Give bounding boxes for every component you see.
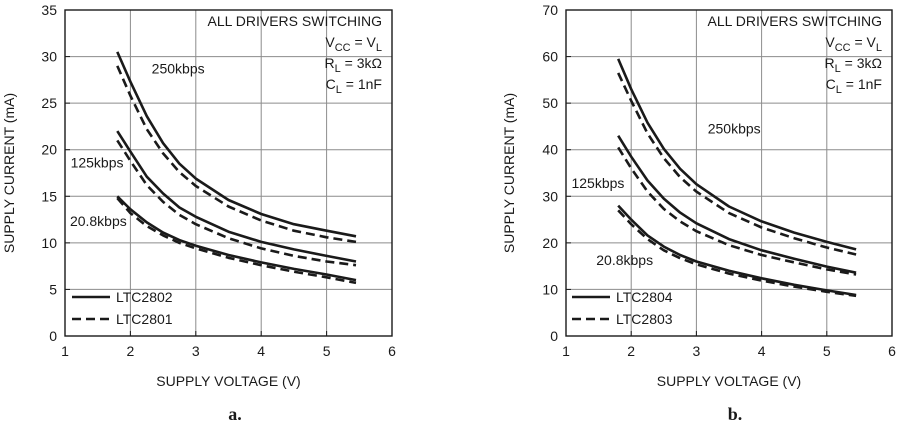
y-tick-label: 0 <box>49 328 57 344</box>
conditions-line: ALL DRIVERS SWITCHING <box>707 13 882 29</box>
conditions-text: = 1nF <box>842 76 882 92</box>
x-tick-label: 2 <box>627 343 635 359</box>
x-tick-label: 3 <box>693 343 701 359</box>
y-tick-label: 5 <box>49 281 57 297</box>
series-line-125kbps-solid <box>116 130 357 263</box>
series-line-208kbps-dashed <box>116 197 357 285</box>
y-tick-label: 0 <box>550 328 558 344</box>
series-line-208kbps-solid <box>116 195 357 282</box>
x-tick-label: 1 <box>61 343 69 359</box>
conditions-text: V <box>825 34 835 50</box>
x-tick-label: 5 <box>823 343 831 359</box>
conditions-line: VCC = VL <box>825 34 882 54</box>
y-tick-label: 35 <box>41 2 57 18</box>
subscript: L <box>836 84 842 96</box>
curve-label: 20.8kbps <box>596 252 653 268</box>
panel-caption: b. <box>728 404 743 424</box>
conditions-text: = V <box>351 34 377 50</box>
y-tick-label: 40 <box>542 142 558 158</box>
conditions-text: C <box>826 76 836 92</box>
y-tick-label: 15 <box>41 188 57 204</box>
y-tick-label: 10 <box>542 281 558 297</box>
conditions-text: R <box>825 55 835 71</box>
y-tick-label: 60 <box>542 49 558 65</box>
conditions-line: RL = 3kΩ <box>825 55 882 75</box>
series-line-125kbps-solid <box>617 135 857 274</box>
y-tick-label: 10 <box>41 235 57 251</box>
conditions-text: C <box>326 76 336 92</box>
conditions-line: RL = 3kΩ <box>325 55 382 75</box>
series-line-250kbps-solid <box>116 51 357 238</box>
y-tick-label: 30 <box>41 49 57 65</box>
series-line-125kbps-dashed <box>116 139 357 267</box>
chart-panel: 1 2 3 4 5 6 0 5 10 15 20 25 30 35 SUPPLY VOLTAGE (V) SU… <box>1 2 396 424</box>
y-axis-title: SUPPLY CURRENT (mA) <box>1 93 17 253</box>
series-line-125kbps-dashed <box>617 146 857 276</box>
y-axis-title: SUPPLY CURRENT (mA) <box>501 93 517 253</box>
x-tick-label: 5 <box>323 343 331 359</box>
subscript: CC <box>835 42 851 54</box>
legend-label: LTC2804 <box>616 289 673 305</box>
conditions-line: CL = 1nF <box>326 76 382 96</box>
y-tick-label: 20 <box>542 235 558 251</box>
conditions-text: ALL DRIVERS SWITCHING <box>207 13 382 29</box>
x-axis-title: SUPPLY VOLTAGE (V) <box>657 373 801 389</box>
series-line-208kbps-dashed <box>617 209 857 298</box>
legend-label: LTC2802 <box>116 289 173 305</box>
legend-label: LTC2801 <box>116 311 173 327</box>
x-tick-label: 2 <box>127 343 135 359</box>
x-tick-label: 6 <box>388 343 396 359</box>
curve-label: 125kbps <box>571 175 624 191</box>
curve-label: 125kbps <box>71 154 124 170</box>
curve-label: 250kbps <box>708 120 761 136</box>
y-tick-label: 30 <box>542 188 558 204</box>
x-tick-label: 3 <box>192 343 200 359</box>
conditions-text: = 1nF <box>342 76 382 92</box>
x-tick-label: 4 <box>758 343 766 359</box>
y-tick-label: 25 <box>41 95 57 111</box>
conditions-line: VCC = VL <box>325 34 382 54</box>
plot-frame <box>64 9 393 337</box>
conditions-text: = V <box>851 34 877 50</box>
conditions-line: CL = 1nF <box>826 76 882 96</box>
series-line-250kbps-dashed <box>617 72 857 256</box>
series-line-250kbps-dashed <box>116 65 357 244</box>
x-axis-title: SUPPLY VOLTAGE (V) <box>156 373 300 389</box>
curve-label: 20.8kbps <box>70 213 127 229</box>
conditions-text: R <box>325 55 335 71</box>
conditions-text: V <box>325 34 335 50</box>
subscript: L <box>876 42 882 54</box>
conditions-line: ALL DRIVERS SWITCHING <box>207 13 382 29</box>
plot-frame <box>565 9 893 337</box>
subscript: L <box>376 42 382 54</box>
conditions-text: = 3kΩ <box>341 55 382 71</box>
conditions-text: = 3kΩ <box>841 55 882 71</box>
panel-caption: a. <box>228 404 242 424</box>
series-line-250kbps-solid <box>617 58 857 251</box>
x-tick-label: 1 <box>562 343 570 359</box>
x-tick-label: 6 <box>888 343 896 359</box>
y-tick-label: 50 <box>542 95 558 111</box>
subscript: L <box>336 84 342 96</box>
x-tick-label: 4 <box>257 343 265 359</box>
y-tick-label: 70 <box>542 2 558 18</box>
series-line-208kbps-solid <box>617 204 857 297</box>
subscript: CC <box>335 42 351 54</box>
curve-label: 250kbps <box>152 60 205 76</box>
subscript: L <box>335 63 341 75</box>
subscript: L <box>835 63 841 75</box>
y-tick-label: 20 <box>41 142 57 158</box>
legend-label: LTC2803 <box>616 311 673 327</box>
conditions-text: ALL DRIVERS SWITCHING <box>707 13 882 29</box>
